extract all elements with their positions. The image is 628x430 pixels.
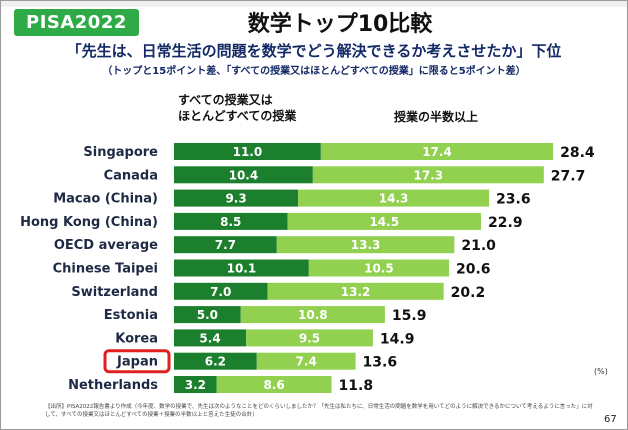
value-label-second-series: 10.5 bbox=[364, 262, 394, 276]
category-label: Canada bbox=[104, 168, 158, 183]
value-label-second-series: 14.3 bbox=[379, 192, 409, 206]
category-label: Macao (China) bbox=[53, 192, 158, 207]
total-label: 11.8 bbox=[339, 378, 374, 394]
value-label-first-series: 6.2 bbox=[205, 355, 226, 369]
unit-label: (%) bbox=[594, 367, 608, 376]
value-label-first-series: 5.4 bbox=[199, 331, 220, 345]
value-label-first-series: 5.0 bbox=[197, 308, 218, 322]
total-label: 28.4 bbox=[560, 145, 595, 161]
bar-segment-first-series bbox=[174, 329, 247, 347]
value-label-second-series: 17.3 bbox=[414, 168, 444, 182]
bar-segment-first-series bbox=[174, 143, 321, 160]
value-label-second-series: 8.6 bbox=[263, 378, 284, 392]
value-label-second-series: 9.5 bbox=[299, 331, 320, 345]
bar-segment-second-series bbox=[240, 306, 385, 324]
legend-first-series-line1: すべての授業又は bbox=[178, 93, 273, 107]
category-label: Switzerland bbox=[71, 285, 158, 300]
value-label-first-series: 11.0 bbox=[233, 145, 263, 159]
highlight-box bbox=[103, 349, 171, 374]
bar-segment-first-series bbox=[174, 352, 257, 370]
bar-segment-first-series bbox=[174, 282, 268, 300]
bar-segment-first-series bbox=[174, 166, 313, 184]
pisa-badge: PISA2022 bbox=[14, 9, 139, 36]
page-title: 数学トップ10比較 bbox=[247, 12, 433, 37]
value-label-first-series: 7.7 bbox=[215, 238, 236, 252]
bar-segment-second-series bbox=[312, 166, 544, 184]
top-band bbox=[1, 1, 627, 7]
total-label: 20.2 bbox=[451, 285, 486, 301]
bar-segment-first-series bbox=[174, 259, 309, 277]
page-number: 67 bbox=[604, 414, 617, 425]
value-label-second-series: 13.3 bbox=[351, 238, 381, 252]
value-label-first-series: 10.1 bbox=[227, 262, 257, 276]
legend-first-series-line2: ほとんどすべての授業 bbox=[178, 109, 297, 123]
category-label: OECD average bbox=[54, 238, 158, 253]
source-footnote: 【出所】PISA2022報告書より作成（今年度、数学の授業で、先生は次のようなこ… bbox=[45, 404, 593, 418]
bar-segment-first-series bbox=[174, 306, 241, 324]
total-label: 15.9 bbox=[392, 308, 427, 324]
total-label: 20.6 bbox=[456, 262, 491, 278]
total-label: 27.7 bbox=[551, 168, 586, 184]
value-label-second-series: 14.5 bbox=[369, 215, 399, 229]
total-label: 23.6 bbox=[496, 192, 531, 208]
value-label-first-series: 9.3 bbox=[225, 192, 246, 206]
category-label: Chinese Taipei bbox=[53, 262, 158, 277]
bar-segment-second-series bbox=[256, 352, 356, 370]
total-label: 13.6 bbox=[363, 355, 398, 371]
total-label: 14.9 bbox=[380, 331, 415, 347]
legend-first-series: すべての授業又は ほとんどすべての授業 bbox=[178, 92, 328, 124]
category-label: Netherlands bbox=[68, 378, 158, 393]
subtitle-note: （トップと15ポイント差、「すべての授業又はほとんどすべての授業」に限ると5ポイ… bbox=[102, 66, 526, 77]
category-label: Hong Kong (China) bbox=[20, 215, 158, 230]
category-label: Korea bbox=[115, 331, 158, 346]
value-label-first-series: 8.5 bbox=[220, 215, 241, 229]
bar-segment-first-series bbox=[174, 212, 288, 230]
category-label: Japan bbox=[116, 355, 158, 370]
category-label: Estonia bbox=[104, 308, 158, 323]
category-label: Singapore bbox=[83, 145, 158, 160]
bar-segment-second-series bbox=[308, 259, 450, 277]
value-label-second-series: 7.4 bbox=[296, 355, 317, 369]
value-label-second-series: 17.4 bbox=[422, 145, 452, 159]
bar-segment-second-series bbox=[298, 189, 490, 207]
bar-segment-first-series bbox=[174, 376, 217, 393]
value-label-first-series: 7.0 bbox=[210, 285, 231, 299]
bar-segment-second-series bbox=[246, 329, 373, 347]
bar-segment-first-series bbox=[174, 189, 299, 207]
value-label-first-series: 3.2 bbox=[185, 378, 206, 392]
bar-segment-second-series bbox=[267, 282, 444, 300]
legend-second-series: 授業の半数以上 bbox=[394, 110, 479, 124]
total-label: 21.0 bbox=[461, 238, 496, 254]
value-label-second-series: 13.2 bbox=[341, 285, 371, 299]
bar-segment-second-series bbox=[216, 376, 332, 393]
value-label-second-series: 10.8 bbox=[298, 308, 328, 322]
bar-segment-second-series bbox=[320, 143, 554, 160]
bar-segment-first-series bbox=[174, 236, 277, 254]
total-label: 22.9 bbox=[488, 215, 523, 231]
bar-segment-second-series bbox=[287, 212, 482, 230]
bar-segment-second-series bbox=[276, 236, 455, 254]
subtitle: 「先生は、日常生活の問題を数学でどう解決できるか考えさせたか」下位 bbox=[66, 42, 562, 60]
value-label-first-series: 10.4 bbox=[229, 168, 259, 182]
